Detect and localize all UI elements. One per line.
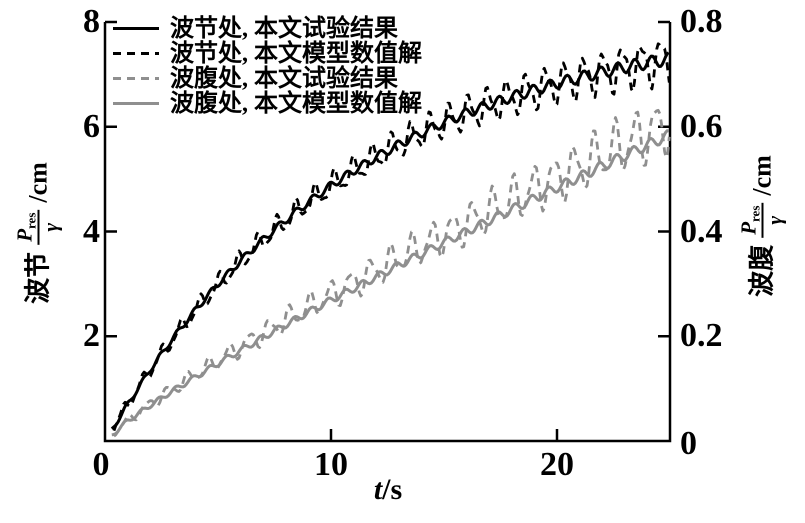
legend-item-antinode-model: 波腹处, 本文模型数值解 <box>112 91 422 116</box>
legend-line-sample-node-experiment <box>113 27 159 30</box>
y-right-axis-title: 波腹 Pres γ /cm <box>737 155 787 297</box>
x-tick-label: 20 <box>540 446 574 483</box>
y-left-axis-title: 波节 Pres γ /cm <box>13 162 63 304</box>
series-antinode-model <box>111 129 669 437</box>
legend-item-node-model: 波节处, 本文模型数值解 <box>112 41 422 66</box>
pres-over-gamma-fraction: Pres γ <box>13 209 63 245</box>
series-node-experiment <box>110 51 670 430</box>
legend-item-antinode-experiment: 波腹处, 本文试验结果 <box>112 66 422 91</box>
y-left-tick-label: 2 <box>83 317 100 355</box>
y-left-axis-unit: /cm <box>23 162 52 203</box>
y-left-tick-label: 4 <box>83 212 100 250</box>
y-left-tick-label: 6 <box>83 107 100 145</box>
x-axis-title: t/s <box>373 473 403 506</box>
legend-label-node-experiment: 波节处, 本文试验结果 <box>170 15 398 42</box>
y-right-axis-unit: /cm <box>747 155 776 196</box>
legend-line-sample-antinode-model <box>113 102 159 105</box>
pres-over-gamma-fraction: Pres γ <box>737 202 787 238</box>
y-right-tick-label: 0 <box>680 425 697 462</box>
y-left-axis-prefix: 波节 <box>23 251 52 304</box>
y-right-tick-label: 0.2 <box>680 317 723 355</box>
series-node-model <box>112 42 671 432</box>
x-tick-label: 0 <box>92 446 110 483</box>
legend-label-node-model: 波节处, 本文模型数值解 <box>170 40 422 67</box>
y-left-tick-label: 8 <box>83 3 100 40</box>
x-tick-label: 10 <box>314 446 348 483</box>
legend-line-sample-node-model <box>113 52 159 55</box>
series-antinode-experiment <box>113 108 671 438</box>
y-right-tick-label: 0.4 <box>680 212 723 250</box>
legend: 波节处, 本文试验结果 波节处, 本文模型数值解 波腹处, 本文试验结果 波腹处, 本… <box>112 16 422 116</box>
y-right-tick-label: 0.6 <box>680 107 723 145</box>
y-right-axis-prefix: 波腹 <box>747 244 776 297</box>
legend-label-antinode-experiment: 波腹处, 本文试验结果 <box>170 65 398 92</box>
legend-line-sample-antinode-experiment <box>113 77 159 80</box>
y-right-tick-label: 0.8 <box>680 3 723 40</box>
legend-item-node-experiment: 波节处, 本文试验结果 <box>112 16 422 41</box>
legend-label-antinode-model: 波腹处, 本文模型数值解 <box>170 90 422 117</box>
